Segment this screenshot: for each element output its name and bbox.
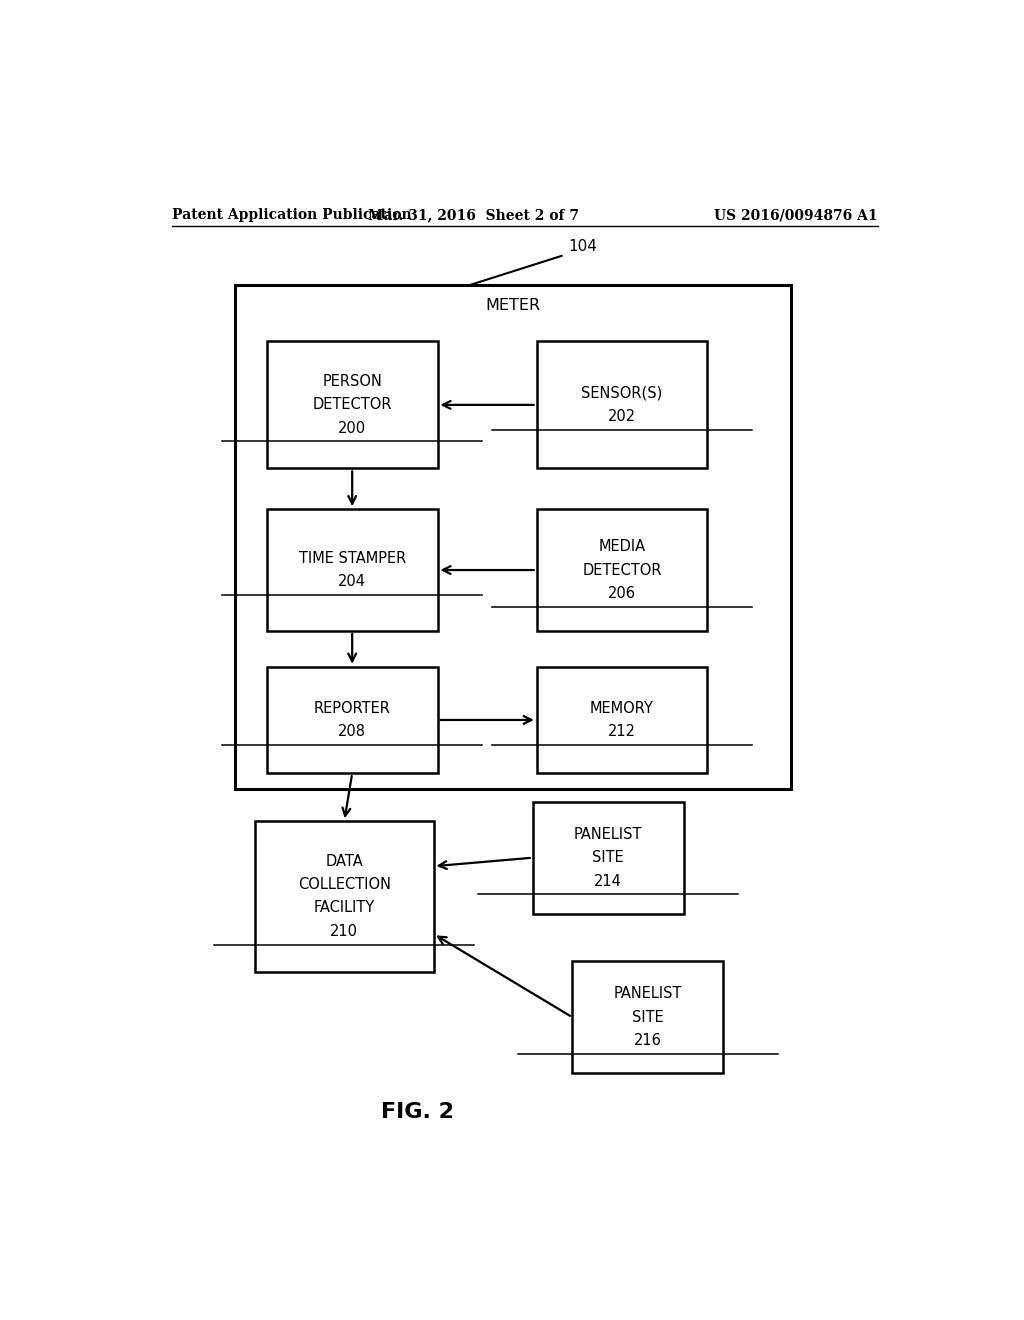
Text: PERSON: PERSON (323, 374, 382, 389)
Text: PANELIST: PANELIST (573, 826, 642, 842)
Bar (572, 961, 723, 1073)
Text: US 2016/0094876 A1: US 2016/0094876 A1 (715, 209, 878, 222)
Text: SITE: SITE (632, 1010, 664, 1024)
Bar (236, 285, 791, 788)
Text: DATA: DATA (326, 854, 364, 869)
Text: MEMORY: MEMORY (590, 701, 654, 715)
Text: FACILITY: FACILITY (313, 900, 375, 916)
Bar (537, 667, 708, 774)
Text: MEDIA: MEDIA (598, 539, 645, 554)
Text: 200: 200 (338, 421, 367, 436)
Bar (532, 801, 684, 913)
Text: 202: 202 (608, 409, 636, 424)
Text: 104: 104 (568, 239, 597, 255)
Text: METER: METER (485, 298, 541, 313)
Text: 212: 212 (608, 725, 636, 739)
Text: PANELIST: PANELIST (613, 986, 682, 1002)
Text: TIME STAMPER: TIME STAMPER (299, 550, 406, 566)
Bar (537, 510, 708, 631)
Text: 208: 208 (338, 725, 367, 739)
Text: 204: 204 (338, 574, 367, 589)
Text: 210: 210 (331, 924, 358, 939)
Text: DETECTOR: DETECTOR (583, 562, 662, 578)
Text: SENSOR(S): SENSOR(S) (582, 385, 663, 401)
Text: COLLECTION: COLLECTION (298, 876, 391, 892)
Bar (267, 667, 437, 774)
Bar (267, 342, 437, 469)
Text: 206: 206 (608, 586, 636, 601)
Text: DETECTOR: DETECTOR (312, 397, 392, 412)
Text: SITE: SITE (592, 850, 624, 865)
Bar (255, 821, 433, 972)
Text: Patent Application Publication: Patent Application Publication (172, 209, 412, 222)
Bar (267, 510, 437, 631)
Text: REPORTER: REPORTER (313, 701, 390, 715)
Text: 216: 216 (634, 1034, 662, 1048)
Text: Mar. 31, 2016  Sheet 2 of 7: Mar. 31, 2016 Sheet 2 of 7 (368, 209, 579, 222)
Text: 214: 214 (594, 874, 622, 888)
Bar (537, 342, 708, 469)
Text: FIG. 2: FIG. 2 (381, 1102, 455, 1122)
